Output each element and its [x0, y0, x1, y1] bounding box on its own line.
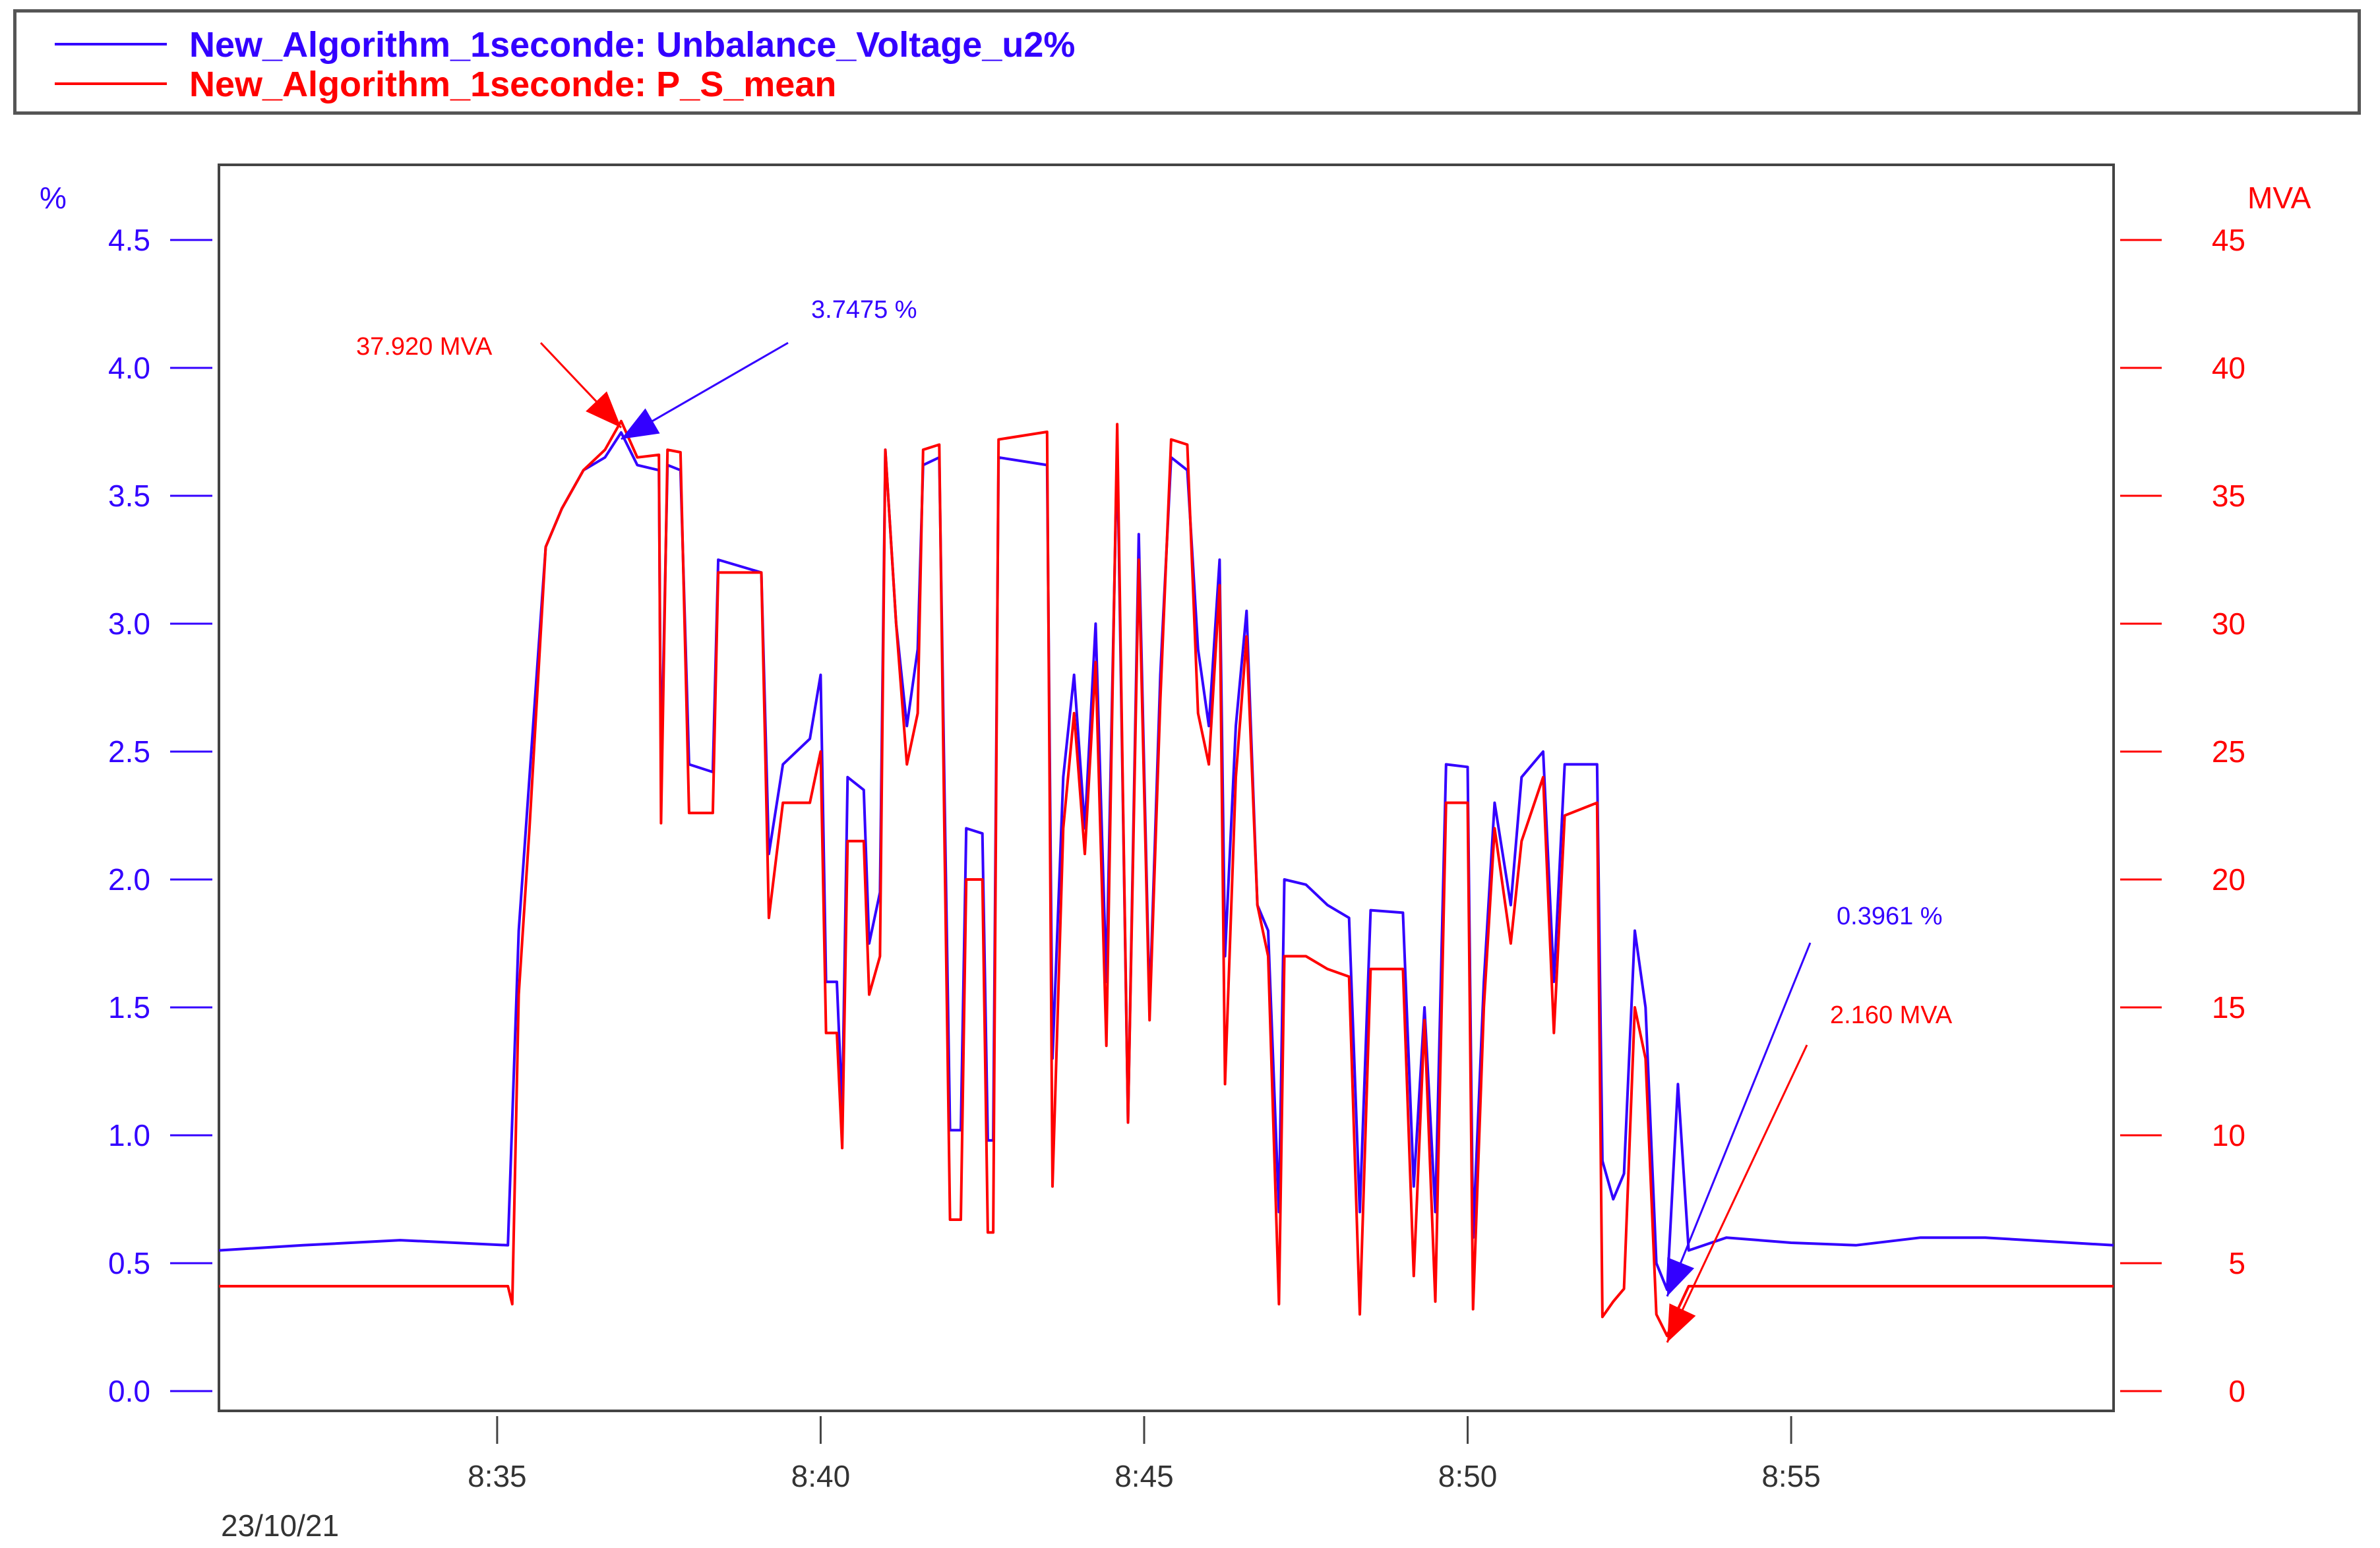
series-line-ps-mean [219, 419, 2114, 1338]
left-axis-tick-label: 0.5 [108, 1246, 150, 1280]
annotation-label: 3.7475 % [811, 296, 917, 324]
left-axis-tick-label: 3.0 [108, 607, 150, 641]
legend: New_Algorithm_1seconde: Unbalance_Voltag… [13, 9, 2361, 115]
right-axis-tick-label: 40 [2212, 351, 2245, 385]
left-axis-tick-label: 1.0 [108, 1118, 150, 1152]
left-axis-tick-label: 3.5 [108, 479, 150, 513]
plot-frame [218, 164, 2115, 1412]
right-axis-tick-label: 45 [2212, 223, 2245, 257]
right-axis-tick-label: 35 [2212, 479, 2245, 513]
legend-swatch-unbalance-voltage [55, 43, 167, 45]
annotation-arrowhead [621, 408, 660, 439]
annotation-label: 2.160 MVA [1830, 1001, 1953, 1029]
x-axis-tick-label: 8:40 [791, 1459, 851, 1493]
left-axis-unit: % [40, 181, 67, 215]
left-axis-tick-label: 2.5 [108, 734, 150, 769]
left-axis-tick-label: 2.0 [108, 862, 150, 897]
x-axis-tick-label: 8:50 [1438, 1459, 1498, 1493]
right-axis-tick-label: 0 [2228, 1374, 2245, 1408]
right-axis-tick-label: 15 [2212, 990, 2245, 1025]
legend-swatch-ps-mean [55, 82, 167, 85]
annotation-arrow-line [1666, 1044, 1808, 1343]
annotation-arrowhead [586, 391, 621, 428]
x-axis-tick-label: 8:45 [1114, 1459, 1174, 1493]
right-axis-tick-label: 20 [2212, 862, 2245, 897]
left-axis-tick-label: 1.5 [108, 990, 150, 1025]
right-axis-tick-label: 25 [2212, 734, 2245, 769]
right-axis-tick-label: 10 [2212, 1118, 2245, 1152]
legend-label-unbalance-voltage: New_Algorithm_1seconde: Unbalance_Voltag… [189, 25, 1076, 65]
right-axis-tick-label: 5 [2228, 1246, 2245, 1280]
annotation-label: 0.3961 % [1837, 903, 1943, 930]
annotation-arrowhead [1667, 1257, 1695, 1297]
left-axis-tick-label: 4.5 [108, 223, 150, 257]
right-axis-tick-label: 30 [2212, 607, 2245, 641]
x-axis-date-label: 23/10/21 [221, 1508, 339, 1543]
x-axis-tick-label: 8:35 [468, 1459, 527, 1493]
annotation-label: 37.920 MVA [356, 333, 493, 361]
right-axis-unit: MVA [2247, 181, 2311, 215]
annotation-arrowhead [1667, 1303, 1696, 1343]
left-axis-tick-label: 4.0 [108, 351, 150, 385]
legend-label-ps-mean: New_Algorithm_1seconde: P_S_mean [189, 65, 837, 104]
left-axis-tick-label: 0.0 [108, 1374, 150, 1408]
annotation-arrow-line [1666, 942, 1812, 1297]
x-axis-tick-label: 8:55 [1761, 1459, 1821, 1493]
